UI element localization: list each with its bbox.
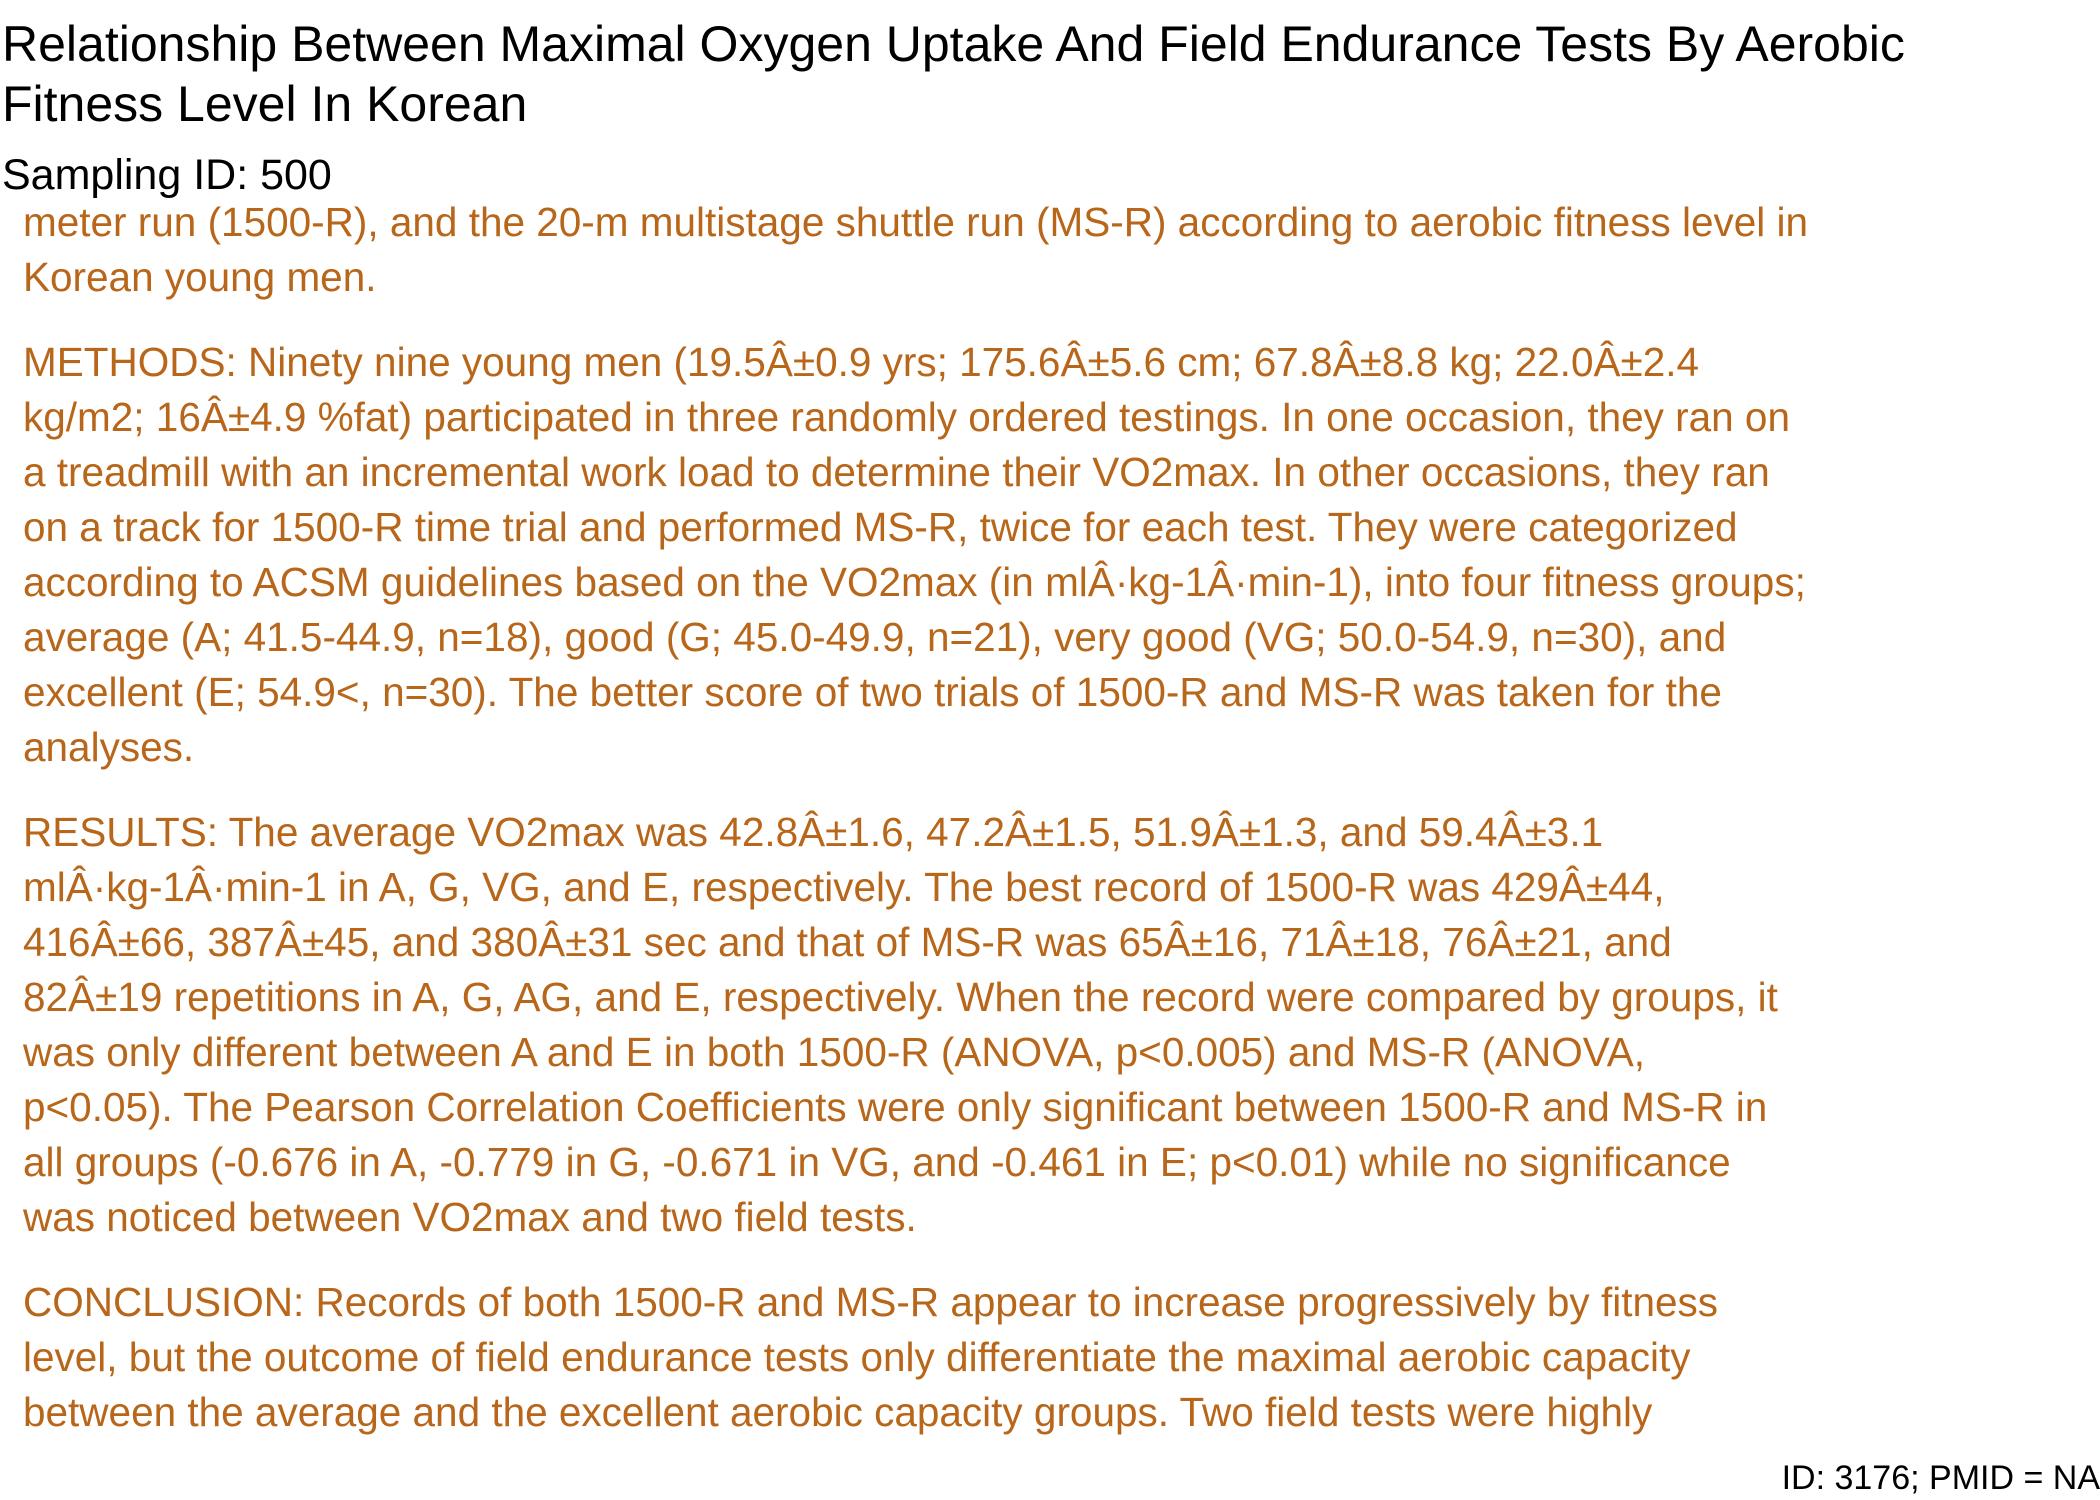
text-line: RESULTS: The average VO2max was 42.8Â±1.…	[23, 809, 1604, 855]
text-line: analyses.	[23, 724, 195, 770]
text-line: meter run (1500-R), and the 20-m multist…	[23, 199, 1809, 245]
text-line: was noticed between VO2max and two field…	[23, 1194, 917, 1240]
text-line: a treadmill with an incremental work loa…	[23, 449, 1770, 495]
text-line: excellent (E; 54.9<, n=30). The better s…	[23, 669, 1722, 715]
text-line: CONCLUSION: Records of both 1500-R and M…	[23, 1279, 1718, 1325]
sampling-id: Sampling ID: 500	[2, 151, 332, 199]
text-line: all groups (-0.676 in A, -0.779 in G, -0…	[23, 1139, 1731, 1185]
record-id-footer: ID: 3176; PMID = NA	[1781, 1459, 2100, 1497]
text-line: Korean young men.	[23, 254, 377, 300]
text-line: mlÂ·kg-1Â·min-1 in A, G, VG, and E, resp…	[23, 864, 1665, 910]
text-line: kg/m2; 16Â±4.9 %fat) participated in thr…	[23, 394, 1790, 440]
text-line: was only different between A and E in bo…	[23, 1029, 1645, 1075]
text-line: according to ACSM guidelines based on th…	[23, 559, 1806, 605]
conclusion-paragraph: CONCLUSION: Records of both 1500-R and M…	[23, 1275, 2093, 1440]
methods-paragraph: METHODS: Ninety nine young men (19.5Â±0.…	[23, 335, 2093, 775]
text-line: 416Â±66, 387Â±45, and 380Â±31 sec and th…	[23, 919, 1672, 965]
text-line: level, but the outcome of field enduranc…	[23, 1334, 1691, 1380]
document-title: Relationship Between Maximal Oxygen Upta…	[2, 14, 2100, 134]
abstract-intro-paragraph: meter run (1500-R), and the 20-m multist…	[23, 195, 2093, 305]
text-line: between the average and the excellent ae…	[23, 1389, 1653, 1435]
text-line: on a track for 1500-R time trial and per…	[23, 504, 1738, 550]
title-line: Relationship Between Maximal Oxygen Upta…	[2, 16, 1905, 72]
abstract-body: meter run (1500-R), and the 20-m multist…	[23, 195, 2093, 1470]
results-paragraph: RESULTS: The average VO2max was 42.8Â±1.…	[23, 805, 2093, 1245]
text-line: p<0.05). The Pearson Correlation Coeffic…	[23, 1084, 1768, 1130]
text-line: 82Â±19 repetitions in A, G, AG, and E, r…	[23, 974, 1778, 1020]
text-line: average (A; 41.5-44.9, n=18), good (G; 4…	[23, 614, 1727, 660]
title-line: Fitness Level In Korean	[2, 76, 528, 132]
text-line: METHODS: Ninety nine young men (19.5Â±0.…	[23, 339, 1700, 385]
